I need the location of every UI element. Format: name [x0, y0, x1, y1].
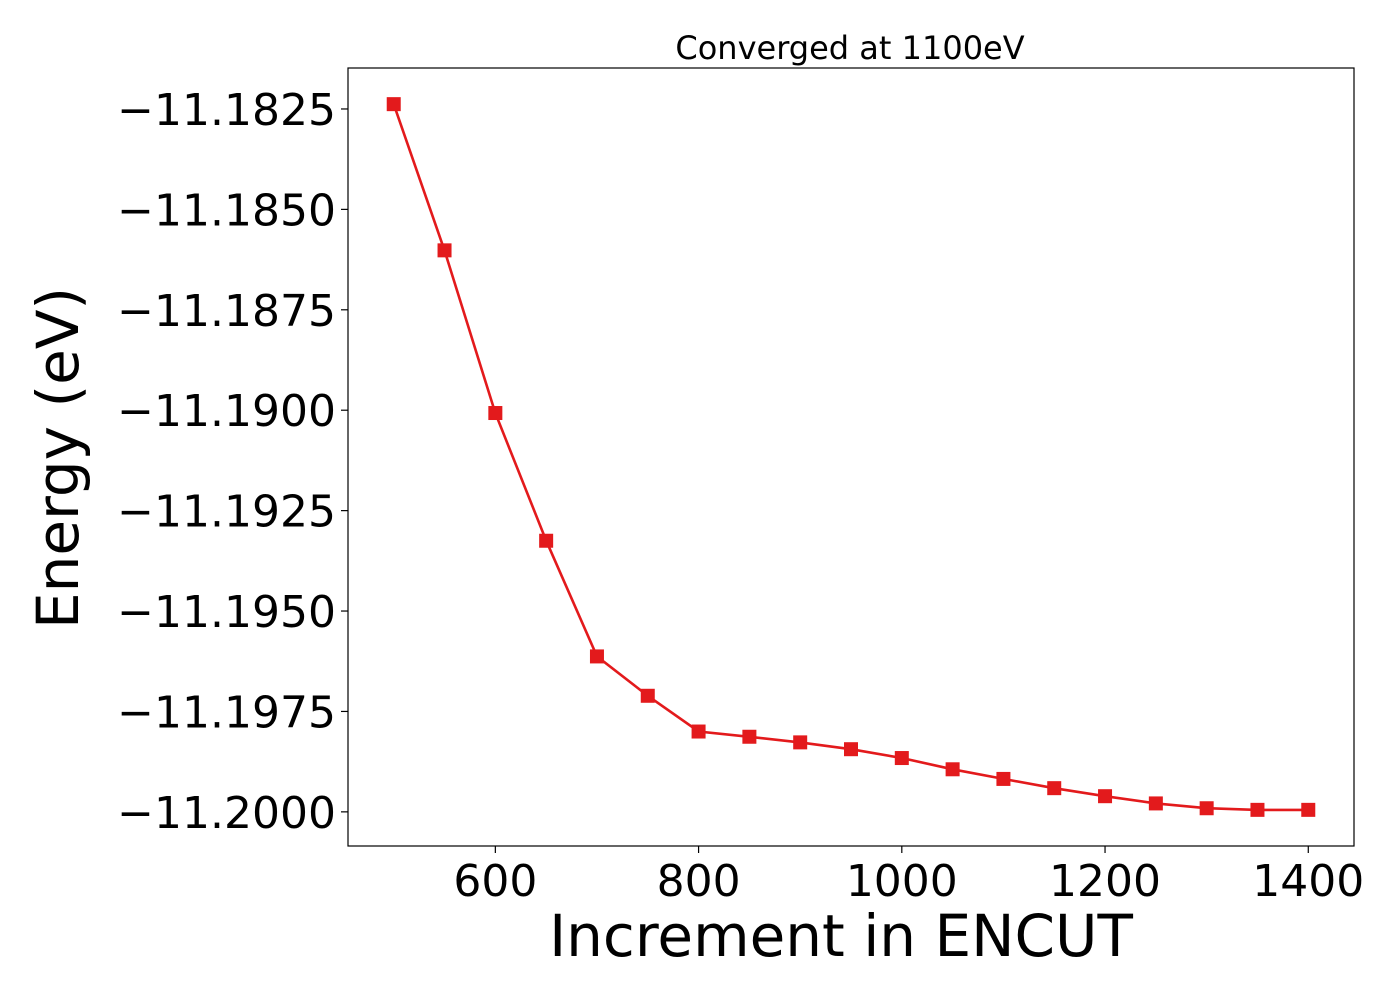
data-point	[589, 649, 604, 664]
y-tick-label: −11.1925	[117, 487, 336, 538]
data-point	[488, 406, 503, 421]
x-axis-label: Increment in ENCUT	[549, 902, 1133, 970]
chart-title: Converged at 1100eV	[675, 29, 1024, 67]
data-point	[1250, 802, 1265, 817]
plot-frame	[347, 67, 1355, 847]
plot-area	[386, 97, 1316, 817]
x-tick-label: 600	[453, 856, 537, 907]
y-axis-label: Energy (eV)	[24, 287, 92, 629]
data-point	[945, 762, 960, 777]
y-tick-label: −11.1975	[117, 687, 336, 738]
series-line	[392, 103, 1309, 812]
y-tick-label: −11.1950	[117, 587, 336, 638]
data-point	[1301, 802, 1316, 817]
y-tick-label: −11.1825	[117, 85, 336, 136]
data-point	[437, 243, 452, 258]
data-point	[1148, 796, 1163, 811]
x-tick-label: 800	[657, 856, 741, 907]
data-point	[996, 771, 1011, 786]
y-tick-label: −11.1900	[117, 386, 336, 437]
data-point	[1199, 801, 1214, 816]
data-point	[793, 735, 808, 750]
data-point	[1047, 781, 1062, 796]
data-point	[894, 751, 909, 766]
y-tick-label: −11.1875	[117, 286, 336, 337]
data-point	[1098, 789, 1113, 804]
data-point	[844, 742, 858, 757]
y-tick-label: −11.2000	[117, 788, 336, 839]
y-axis-ticks: −11.1825 −11.1850 −11.1875 −11.1900 −11.1925…	[117, 85, 348, 839]
data-point	[691, 724, 706, 739]
data-point	[539, 533, 554, 548]
data-point	[640, 688, 655, 703]
x-tick-label: 1000	[846, 856, 958, 907]
data-point	[742, 729, 757, 744]
data-point	[386, 97, 401, 112]
x-axis-ticks: 600 800 1000 1200 1400	[453, 846, 1364, 907]
x-tick-label: 1200	[1049, 856, 1161, 907]
y-tick-label: −11.1850	[117, 185, 336, 236]
x-tick-label: 1400	[1252, 856, 1364, 907]
